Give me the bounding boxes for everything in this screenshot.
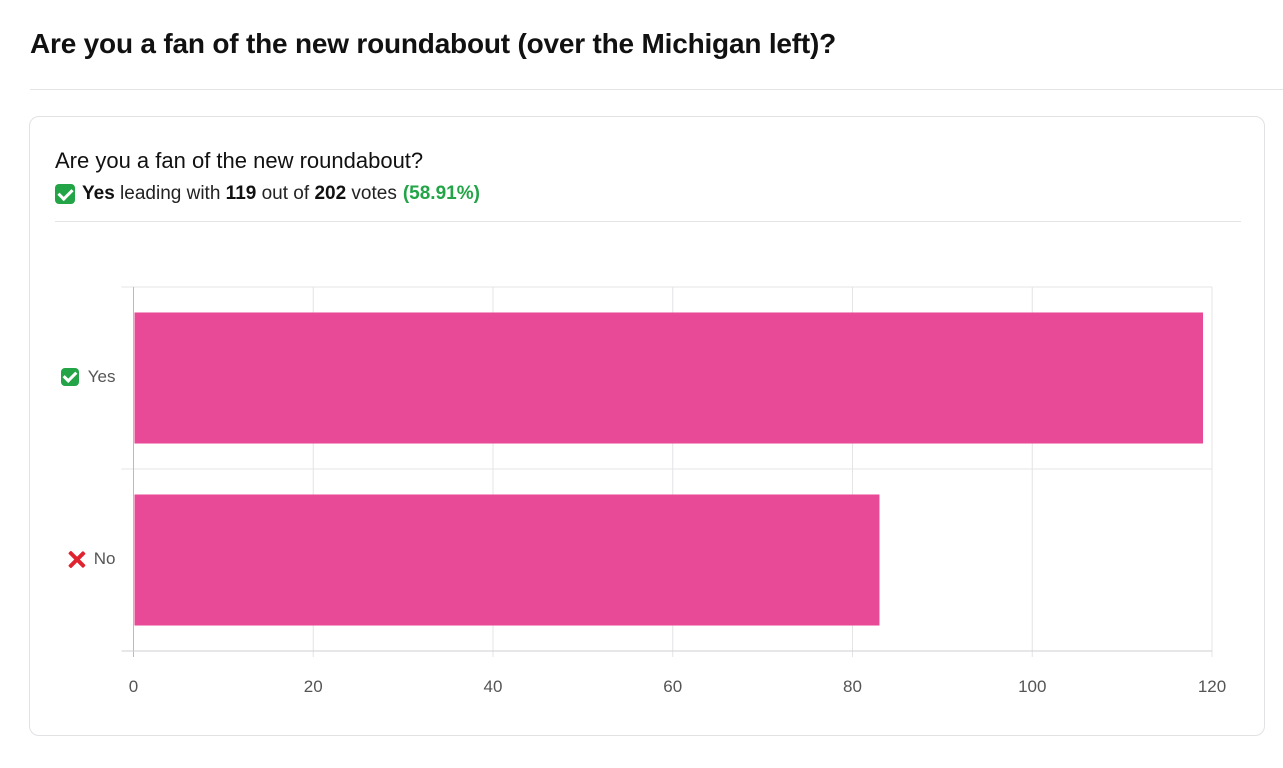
total-votes: 202 bbox=[314, 183, 347, 204]
bar-no bbox=[134, 494, 880, 626]
x-tick-label: 120 bbox=[1198, 677, 1226, 696]
x-tick-label: 60 bbox=[663, 677, 682, 696]
check-icon bbox=[60, 368, 79, 386]
x-tick-label: 40 bbox=[484, 677, 503, 696]
check-icon bbox=[55, 184, 75, 204]
poll-card: Are you a fan of the new roundabout? Yes… bbox=[29, 116, 1265, 736]
leader-option: Yes bbox=[82, 183, 115, 204]
poll-results-chart: 0 20 40 60 80 100 120 bbox=[121, 286, 1226, 696]
x-tick-label: 100 bbox=[1018, 677, 1046, 696]
category-label-text: No bbox=[93, 549, 116, 568]
leader-votes: 119 bbox=[225, 183, 257, 204]
leading-text: leading with bbox=[120, 183, 221, 204]
y-tick-label: No bbox=[67, 549, 116, 569]
card-divider bbox=[55, 221, 1241, 222]
out-of-text: out of bbox=[261, 183, 310, 204]
category-label-text: Yes bbox=[87, 367, 116, 386]
page-title: Are you a fan of the new roundabout (ove… bbox=[30, 28, 837, 59]
votes-text: votes bbox=[351, 183, 397, 204]
title-divider bbox=[30, 89, 1283, 90]
x-tick-label: 0 bbox=[129, 677, 138, 696]
x-tick-label: 80 bbox=[843, 677, 862, 696]
y-tick-label: Yes bbox=[60, 367, 116, 387]
poll-summary: Yes leading with 119 out of 202 votes (58… bbox=[55, 183, 480, 205]
bar-yes bbox=[134, 312, 1204, 444]
poll-question: Are you a fan of the new roundabout? bbox=[55, 148, 424, 173]
x-tick-label: 20 bbox=[304, 677, 323, 696]
leader-percent: (58.91%) bbox=[402, 183, 480, 204]
cross-icon bbox=[67, 550, 85, 568]
